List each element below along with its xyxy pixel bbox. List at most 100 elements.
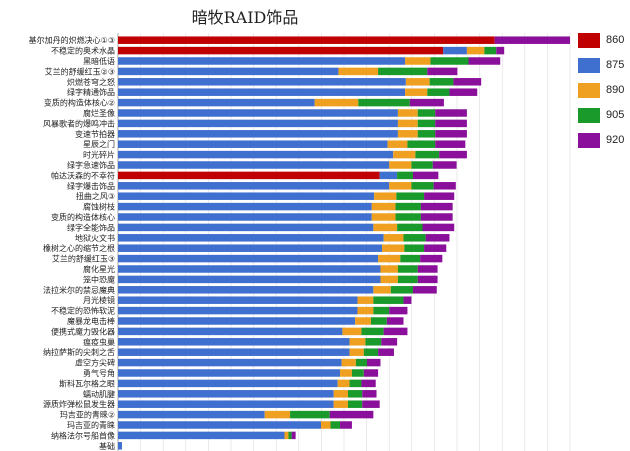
bar-segment-875 [118,98,315,107]
bar-segment-890 [374,192,397,200]
category-label: 星辰之门 [83,139,115,149]
bar-segment-875 [118,348,350,356]
bar-segment-890 [378,254,401,263]
bar-segment-875 [443,46,467,55]
bar-segment-920 [329,410,374,419]
bar-segment-920 [381,338,398,346]
bar-segment-905 [397,265,418,273]
bar-segment-905 [395,213,421,221]
bar-segment-920 [425,234,450,242]
category-label: 艾兰的舒缓红玉③ [52,254,115,264]
category-label: 魔暴龙电击棒 [67,316,115,326]
category-label: 不稳定的奥术水晶 [51,46,115,56]
category-label: 炽燃苍穹之怒 [67,77,115,87]
bar-segment-875 [118,421,322,429]
bar-segment-875 [118,67,339,76]
bar-segment-890 [405,57,431,65]
bar-segment-875 [118,338,350,346]
bar-segment-890 [389,182,412,190]
bar-segment-890 [380,275,398,284]
bar-segment-920 [420,213,453,221]
legend-item: 905 [578,107,628,123]
bar-segment-890 [397,119,418,128]
legend-label: 860 [606,34,625,46]
bar-segment-905 [390,286,413,294]
bar-segment-875 [118,150,394,159]
bar-segment-920 [468,57,501,65]
category-label: 黑暗低语 [83,56,115,66]
bar-segment-890 [373,223,398,232]
bar-segment-905 [351,369,364,377]
bar-segment-875 [118,234,384,242]
legend-swatch [578,132,600,148]
bar-segment-890 [357,306,374,315]
bar-segment-920 [427,67,458,76]
bar-segment-875 [118,442,122,450]
bar-segment-890 [337,379,350,388]
category-label: 玛吉亚的青睐② [60,410,115,420]
bar-segment-875 [118,410,265,419]
bar-segment-875 [118,317,356,325]
bar-segment-890 [405,88,428,96]
bar-segment-875 [118,213,372,221]
category-label: 法拉米尔的禁忌魔典 [43,285,115,295]
bar-segment-920 [424,192,455,200]
bar-segment-905 [411,161,433,169]
bar-segment-890 [338,67,379,76]
bar-segment-905 [397,275,418,284]
bar-segment-875 [118,400,334,408]
category-label: 纳拉萨斯的尖刺之舌 [43,347,115,357]
bar-segment-890 [371,213,396,221]
bar-segment-920 [363,369,379,377]
bar-segment-875 [118,275,381,284]
bar-segment-905 [347,390,363,398]
legend-label: 905 [606,109,625,121]
bar-segment-905 [373,296,404,304]
bar-segment-875 [118,192,375,200]
bar-segment-905 [404,244,425,252]
bar-segment-875 [118,358,342,367]
category-label: 绿字全能饰品 [67,222,115,232]
bar-segment-905 [417,119,436,128]
bar-segment-890 [333,390,348,398]
bar-segment-920 [389,306,408,315]
bar-segment-890 [393,150,416,159]
bar-segment-890 [387,140,408,148]
bar-segment-920 [417,275,438,284]
category-label: 勇气号角 [83,368,115,378]
category-label: 便携式魔力毁化器 [51,326,115,336]
legend-label: 920 [606,134,625,146]
bar-segment-890 [405,78,430,86]
bar-segment-920 [412,171,439,180]
category-label: 风暴歌者的爆鸣冲击 [43,118,115,128]
bar-segment-875 [118,130,398,138]
bar-segment-920 [435,140,466,148]
bar-segment-905 [407,140,436,148]
bar-segment-875 [118,109,398,117]
bar-segment-890 [340,369,352,377]
category-label: 斯科瓦尔格之眼 [59,378,115,388]
bar-segment-905 [365,338,382,346]
legend-item: 860 [578,32,628,48]
legend-swatch [578,82,600,98]
category-label: 腐化星光 [83,264,115,274]
category-label: 源质炸弹松鼠发生器 [43,399,115,409]
bar-segment-905 [396,192,425,200]
category-label: 绿字爆击饰品 [67,181,115,191]
legend: 860 875 890 905 920 [578,32,628,157]
bar-segment-875 [118,57,406,65]
bar-segment-905 [427,88,450,96]
bar-segment-905 [397,171,413,180]
bar-segment-890 [380,265,398,273]
bar-segment-920 [420,254,443,263]
bar-segment-890 [349,338,366,346]
bar-segment-875 [118,431,285,440]
bar-segment-860 [118,46,444,55]
bar-segment-890 [342,327,362,336]
bar-segment-920 [409,98,444,107]
category-label: 基尔加丹的炽燃决心①③ [29,35,115,45]
bar-segment-905 [349,379,362,388]
bar-segment-890 [333,400,348,408]
category-label: 变质的构造体核心 [51,212,115,222]
